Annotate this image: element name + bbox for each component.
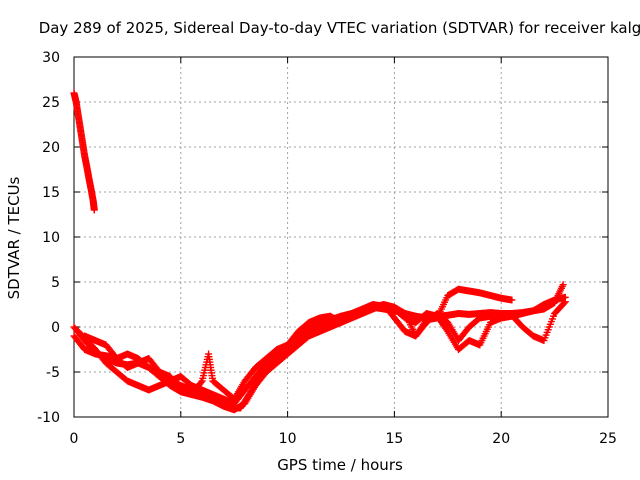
y-tick-label: 5	[51, 275, 60, 291]
x-axis-label: GPS time / hours	[277, 456, 403, 474]
data-point	[508, 296, 516, 304]
y-axis-label: SDTVAR / TECUs	[5, 176, 23, 299]
x-tick-label: 0	[70, 431, 79, 447]
x-tick-label: 5	[176, 431, 185, 447]
y-tick-label: 30	[42, 50, 60, 66]
y-tick-label: 25	[42, 95, 60, 111]
y-tick-label: 15	[42, 185, 60, 201]
y-tick-label: 20	[42, 140, 60, 156]
data-point	[561, 298, 569, 306]
grid	[74, 57, 608, 417]
data-point	[560, 299, 568, 307]
x-tick-label: 15	[385, 431, 403, 447]
y-tick-label: 10	[42, 230, 60, 246]
y-tick-label: 0	[51, 320, 60, 336]
y-tick-label: -10	[37, 410, 60, 426]
data-point	[90, 206, 98, 214]
x-tick-label: 20	[492, 431, 510, 447]
x-tick-label: 25	[599, 431, 617, 447]
x-tick-label: 10	[279, 431, 297, 447]
y-tick-label: -5	[46, 365, 60, 381]
data-points	[70, 89, 569, 414]
axis-ticks: 0 5 10 15 20 25 -10 -5 0 5 10 15 20 25 30	[37, 50, 617, 447]
chart-title: Day 289 of 2025, Sidereal Day-to-day VTE…	[39, 19, 640, 37]
data-point	[559, 281, 567, 289]
data-point	[197, 378, 205, 386]
